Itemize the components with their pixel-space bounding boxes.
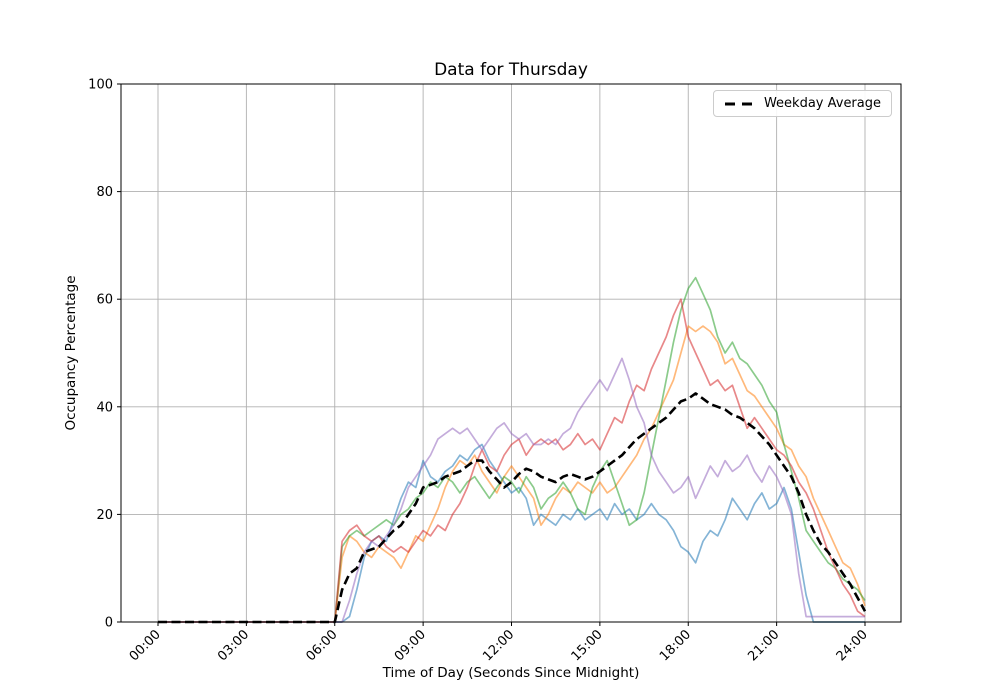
y-tick-label: 80 [96, 185, 113, 200]
x-tick-label: 03:00 [215, 627, 252, 664]
x-axis-label: Time of Day (Seconds Since Midnight) [382, 665, 640, 681]
dashed-line-icon [724, 102, 755, 105]
x-tick-label: 15:00 [569, 627, 606, 664]
x-tick-label: 18:00 [657, 627, 694, 664]
y-tick-label: 60 [96, 293, 113, 308]
x-tick-label: 21:00 [745, 627, 782, 664]
y-tick-label: 100 [88, 78, 113, 93]
x-tick-label: 12:00 [480, 627, 517, 664]
y-tick-label: 20 [96, 508, 113, 523]
y-axis-label: Occupancy Percentage [63, 275, 79, 431]
legend-label: Weekday Average [763, 96, 881, 111]
x-tick-label: 00:00 [127, 627, 164, 664]
x-tick-label: 06:00 [303, 627, 340, 664]
plot-box [120, 83, 902, 623]
x-tick-label: 09:00 [392, 627, 429, 664]
chart-title: Data for Thursday [434, 60, 588, 80]
y-tick-label: 40 [96, 400, 113, 415]
legend: Weekday Average [712, 90, 892, 117]
y-tick-label: 0 [105, 616, 113, 631]
x-tick-label: 24:00 [834, 627, 871, 664]
